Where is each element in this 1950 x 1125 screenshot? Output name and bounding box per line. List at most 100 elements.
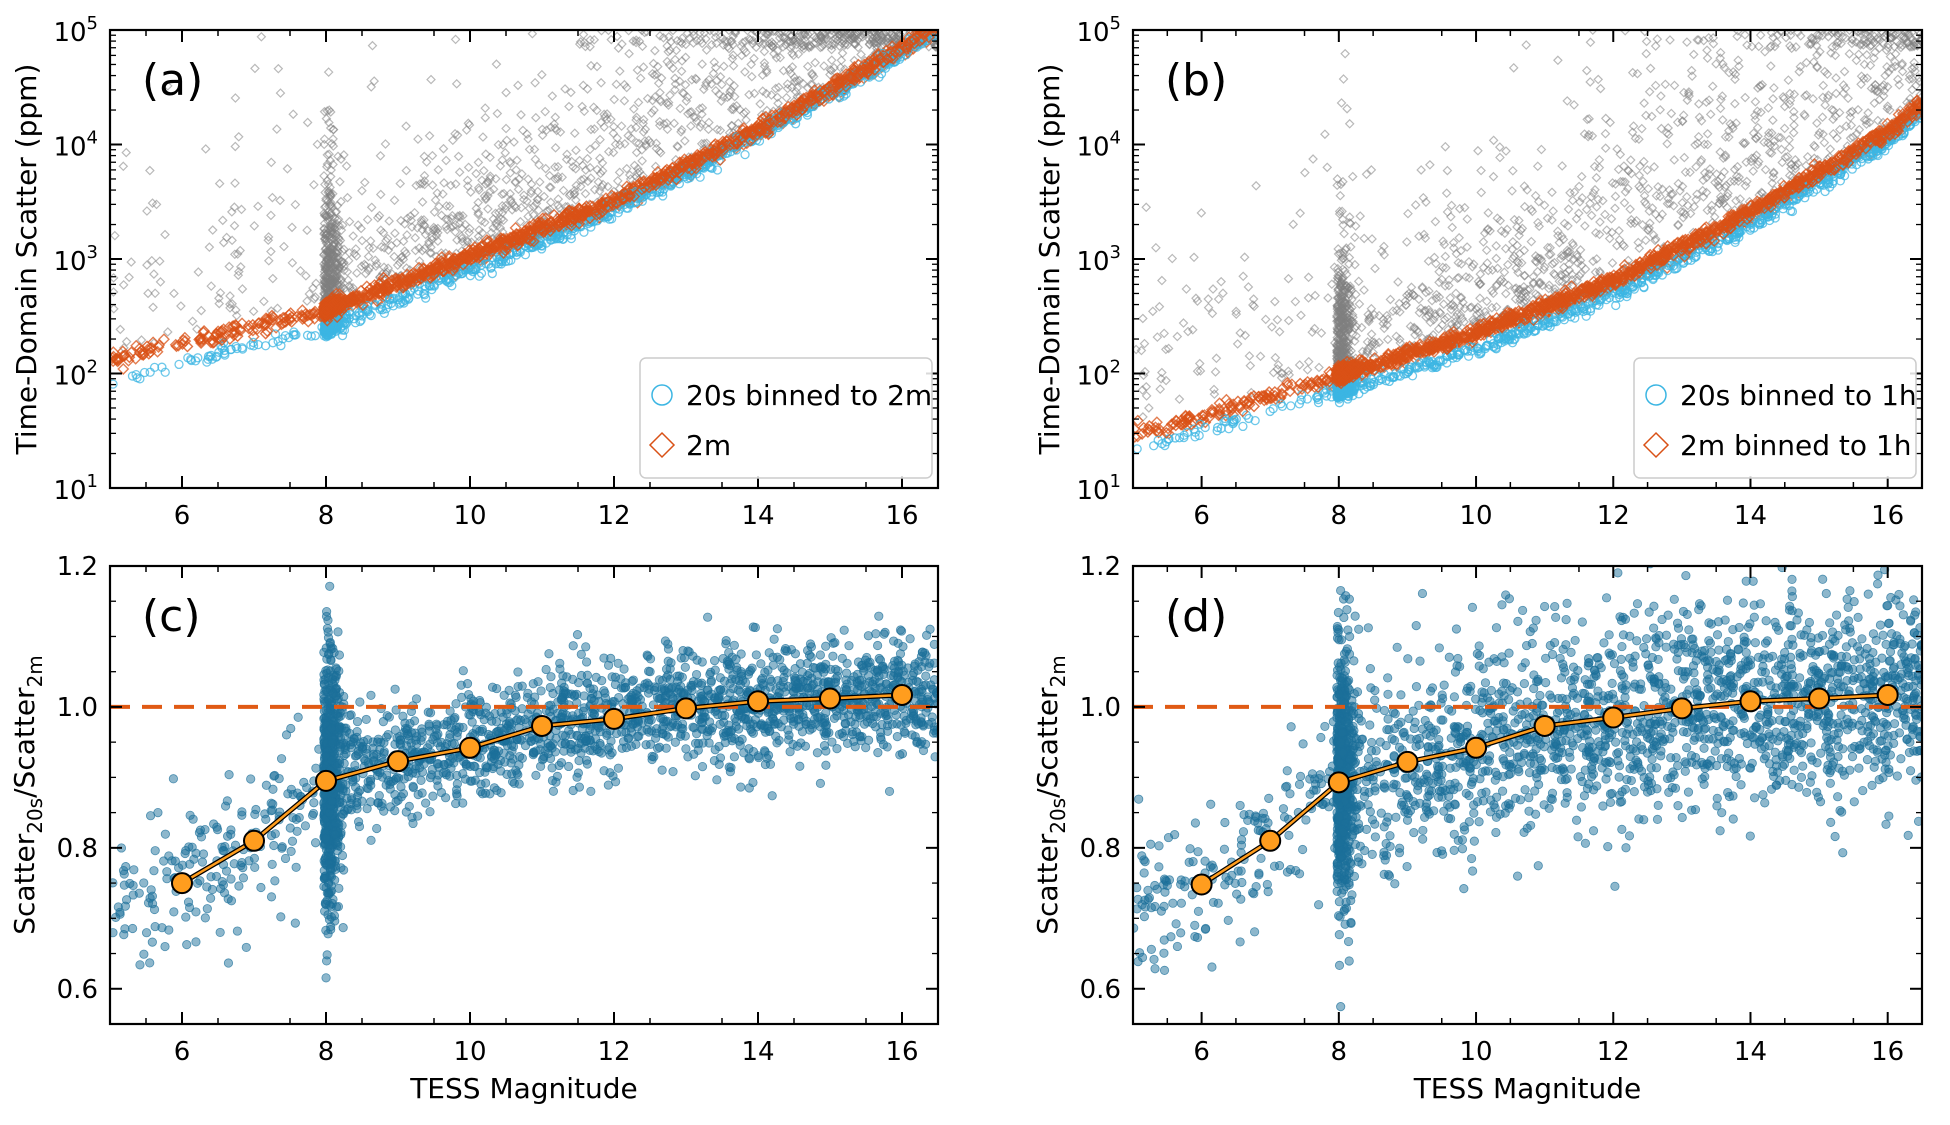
gray-point: [350, 244, 361, 254]
orange-point: [731, 137, 744, 150]
orange-point: [755, 124, 768, 137]
gray-point: [356, 261, 367, 272]
gray-point: [640, 124, 651, 135]
gray-point: [263, 235, 274, 246]
gray-point: [478, 165, 489, 176]
gray-point: [722, 36, 733, 47]
gray-point: [342, 192, 353, 203]
gray-point: [623, 130, 634, 141]
y-tick-label: 103: [53, 242, 98, 277]
gray-point: [1779, 123, 1790, 134]
gray-point: [730, 30, 741, 36]
gray-point: [452, 130, 463, 140]
cyan-point: [278, 334, 288, 344]
gray-point: [540, 163, 551, 174]
gray-point: [1729, 164, 1740, 175]
gray-point: [323, 210, 334, 221]
gray-point: [430, 195, 441, 205]
gray-point: [399, 219, 410, 229]
gray-point: [1174, 394, 1185, 405]
gray-point: [685, 121, 696, 131]
gray-point: [526, 186, 537, 196]
orange-point: [554, 216, 567, 229]
orange-point: [351, 293, 364, 305]
gray-point: [279, 241, 289, 252]
gray-point: [169, 288, 179, 299]
gray-point: [366, 82, 377, 92]
gray-point: [1475, 269, 1486, 279]
gray-point: [1567, 195, 1578, 206]
gray-point: [356, 223, 366, 234]
gray-point: [1270, 296, 1280, 307]
orange-point: [265, 309, 278, 322]
gray-point: [1283, 366, 1294, 377]
gray-point: [473, 183, 484, 193]
gray-point: [237, 284, 248, 294]
orange-point: [751, 123, 764, 136]
gray-point: [1356, 322, 1367, 333]
gray-point: [511, 165, 522, 175]
gray-point: [873, 30, 884, 36]
gray-point: [267, 273, 278, 284]
gray-point: [417, 245, 428, 256]
gray-point: [441, 155, 451, 166]
gray-point: [148, 302, 158, 313]
gray-point: [512, 155, 522, 166]
gray-point: [1591, 202, 1602, 212]
orange-point: [303, 308, 316, 321]
orange-point: [823, 89, 836, 102]
gray-point: [438, 143, 449, 154]
gray-point: [465, 187, 476, 197]
gray-point: [253, 201, 263, 212]
gray-point: [1760, 46, 1770, 57]
gray-point: [149, 269, 159, 279]
orange-point: [843, 71, 856, 84]
gray-point: [634, 36, 645, 47]
orange-point: [778, 107, 791, 120]
gray-point: [236, 204, 247, 215]
gray-point: [225, 303, 235, 313]
gray-point: [761, 67, 772, 78]
cyan-point: [139, 367, 150, 378]
orange-point: [877, 56, 890, 69]
orange-point: [593, 208, 606, 221]
y-tick-label: 101: [53, 471, 98, 506]
gray-point: [1626, 168, 1637, 179]
gray-point: [364, 243, 375, 253]
gray-point: [410, 245, 421, 256]
gray-point: [711, 38, 722, 49]
gray-point: [681, 96, 692, 106]
gray-point: [571, 145, 581, 156]
gray-point: [309, 179, 319, 190]
orange-point: [670, 173, 683, 186]
gray-point: [136, 335, 147, 345]
gray-point: [522, 196, 532, 206]
orange-point: [774, 115, 787, 128]
gray-point: [428, 222, 439, 233]
gray-point: [532, 194, 543, 205]
gray-point: [728, 50, 739, 61]
gray-point: [1848, 132, 1858, 142]
orange-point: [260, 313, 273, 326]
gray-point: [328, 124, 339, 135]
gray-point: [564, 101, 574, 112]
cyan-point: [310, 331, 320, 341]
gray-point: [332, 215, 343, 226]
gray-point: [685, 107, 695, 118]
gray-point: [424, 130, 435, 141]
orange-point: [835, 76, 848, 89]
orange-point: [902, 40, 914, 53]
gray-point: [840, 38, 851, 49]
gray-point: [1883, 39, 1893, 50]
legend-entry-1: 20s binned to 2m: [686, 379, 932, 412]
gray-point: [529, 144, 540, 155]
gray-point: [786, 36, 796, 47]
cyan-point: [445, 275, 455, 285]
gray-point: [207, 225, 218, 235]
gray-point: [1861, 50, 1872, 60]
gray-point: [325, 189, 336, 200]
gray-point: [1890, 49, 1901, 59]
gray-point: [669, 118, 679, 129]
gray-point: [357, 185, 367, 196]
